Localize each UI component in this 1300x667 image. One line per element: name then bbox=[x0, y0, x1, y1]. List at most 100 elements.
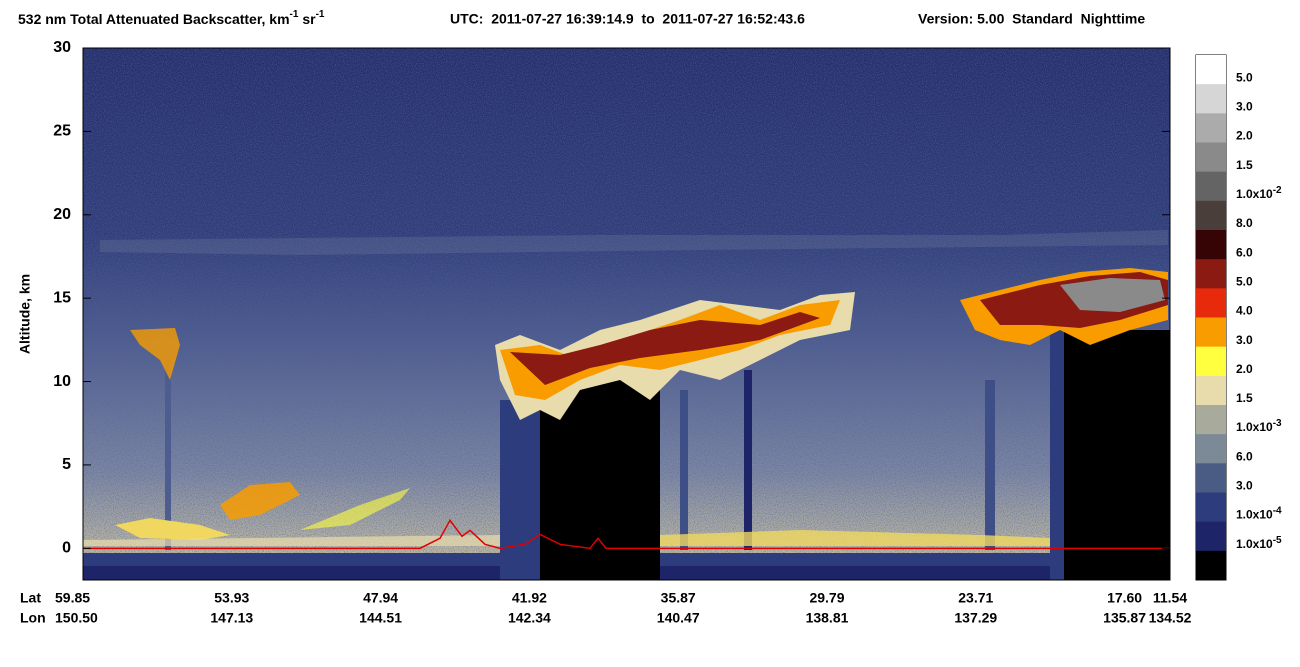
cloud bbox=[130, 328, 180, 380]
attenuated-column bbox=[1062, 330, 1170, 580]
colorbar-swatch bbox=[1196, 405, 1226, 435]
lat-value: 17.60 bbox=[1107, 590, 1142, 606]
aerosol-layer bbox=[100, 230, 1168, 255]
colorbar-swatch bbox=[1196, 375, 1226, 406]
lon-value: 147.13 bbox=[210, 610, 253, 626]
y-axis-label: Altitude, km bbox=[17, 274, 33, 354]
colorbar-label: 1.0x10-4 bbox=[1236, 505, 1282, 522]
colorbar-label: 1.0x10-5 bbox=[1236, 534, 1282, 551]
attenuated-column bbox=[985, 380, 995, 550]
colorbar-label: 1.5 bbox=[1236, 158, 1253, 172]
colorbar-label-exp: -2 bbox=[1273, 184, 1282, 195]
cloud bbox=[510, 312, 820, 385]
colorbar-swatch bbox=[1196, 113, 1226, 143]
cloud bbox=[115, 518, 230, 540]
colorbar-label: 6.0 bbox=[1236, 245, 1253, 259]
y-tick-label: 30 bbox=[53, 39, 71, 56]
cloud bbox=[300, 488, 410, 530]
lon-value: 137.29 bbox=[954, 610, 997, 626]
boundary-layer bbox=[660, 530, 1050, 546]
colorbar-label: 2.0 bbox=[1236, 362, 1253, 376]
colorbar-label: 2.0 bbox=[1236, 129, 1253, 143]
chart-title: 532 nm Total Attenuated Backscatter, km-… bbox=[18, 9, 325, 27]
colorbar-swatch bbox=[1196, 200, 1226, 231]
attenuated-column bbox=[744, 370, 752, 550]
colorbar-label: 8.0 bbox=[1236, 216, 1253, 230]
colorbar-swatch bbox=[1196, 230, 1226, 260]
colorbar-swatch bbox=[1196, 434, 1226, 464]
colorbar-label: 1.0x10-3 bbox=[1236, 418, 1282, 435]
lat-value: 41.92 bbox=[512, 590, 547, 606]
title-part: sr bbox=[298, 11, 316, 27]
lon-value: 142.34 bbox=[508, 610, 551, 626]
cloud bbox=[1060, 278, 1165, 312]
lon-value: 140.47 bbox=[657, 610, 700, 626]
attenuated-column bbox=[680, 390, 688, 550]
lon-label: Lon bbox=[20, 610, 46, 626]
lon-value: 150.50 bbox=[55, 610, 98, 626]
colorbar-label: 4.0 bbox=[1236, 304, 1253, 318]
colorbar-swatch bbox=[1196, 521, 1226, 552]
title-part: 532 nm Total Attenuated Backscatter, km bbox=[18, 11, 290, 27]
lat-value: 11.54 bbox=[1153, 590, 1187, 606]
title-superscript: -1 bbox=[316, 9, 325, 20]
colorbar-label: 1.0x10-2 bbox=[1236, 184, 1282, 201]
lon-value: 134.52 bbox=[1149, 610, 1192, 626]
y-tick-label: 15 bbox=[53, 289, 71, 306]
lat-value: 47.94 bbox=[363, 590, 398, 606]
colorbar-label-exp: -5 bbox=[1273, 534, 1282, 545]
colorbar-label: 1.5 bbox=[1236, 391, 1253, 405]
y-tick-label: 5 bbox=[62, 456, 71, 473]
attenuated-column bbox=[1050, 330, 1064, 580]
colorbar-label-base: 1.0x10 bbox=[1236, 537, 1273, 551]
y-tick-label: 25 bbox=[53, 123, 71, 140]
lon-value: 135.87 bbox=[1103, 610, 1146, 626]
colorbar-label-exp: -4 bbox=[1273, 505, 1282, 516]
y-tick-label: 0 bbox=[62, 540, 71, 557]
lat-label: Lat bbox=[20, 590, 41, 606]
colorbar-swatch bbox=[1196, 288, 1226, 318]
colorbar-swatch bbox=[1196, 84, 1226, 114]
backscatter-image bbox=[83, 48, 1170, 580]
utc-range: UTC: 2011-07-27 16:39:14.9 to 2011-07-27… bbox=[450, 11, 805, 27]
colorbar-swatch bbox=[1196, 550, 1226, 581]
colorbar-label: 6.0 bbox=[1236, 450, 1253, 464]
colorbar-label: 3.0 bbox=[1236, 333, 1253, 347]
colorbar-label: 3.0 bbox=[1236, 100, 1253, 114]
cloud bbox=[220, 482, 300, 520]
colorbar-swatch bbox=[1196, 346, 1226, 377]
attenuated-column bbox=[500, 400, 540, 580]
colorbar-swatch bbox=[1196, 171, 1226, 202]
lat-value: 53.93 bbox=[214, 590, 249, 606]
y-tick-label: 10 bbox=[53, 373, 71, 390]
version-info: Version: 5.00 Standard Nighttime bbox=[918, 11, 1145, 27]
colorbar-label: 5.0 bbox=[1236, 70, 1253, 84]
colorbar-label: 5.0 bbox=[1236, 275, 1253, 289]
boundary-layer bbox=[83, 535, 500, 546]
colorbar-swatch bbox=[1196, 142, 1226, 173]
plot-frame bbox=[82, 47, 1171, 581]
lat-value: 59.85 bbox=[55, 590, 90, 606]
colorbar-label-base: 1.0x10 bbox=[1236, 508, 1273, 522]
colorbar-label: 3.0 bbox=[1236, 479, 1253, 493]
colorbar-swatch bbox=[1196, 492, 1226, 523]
colorbar-swatch bbox=[1196, 463, 1226, 493]
lat-value: 29.79 bbox=[809, 590, 844, 606]
colorbar-swatch bbox=[1196, 55, 1226, 85]
title-superscript: -1 bbox=[290, 9, 299, 20]
colorbar-label-base: 1.0x10 bbox=[1236, 187, 1273, 201]
lon-value: 144.51 bbox=[359, 610, 402, 626]
colorbar-swatch bbox=[1196, 259, 1226, 289]
surface-line-group bbox=[83, 518, 1170, 550]
colorbar-label-exp: -3 bbox=[1273, 418, 1282, 429]
lat-value: 35.87 bbox=[661, 590, 696, 606]
surface-line bbox=[83, 518, 1170, 550]
colorbar-label-base: 1.0x10 bbox=[1236, 420, 1273, 434]
lon-value: 138.81 bbox=[806, 610, 849, 626]
attenuated-column bbox=[165, 360, 171, 550]
colorbar-swatch bbox=[1196, 317, 1226, 348]
y-tick-label: 20 bbox=[53, 206, 71, 223]
lat-value: 23.71 bbox=[958, 590, 993, 606]
